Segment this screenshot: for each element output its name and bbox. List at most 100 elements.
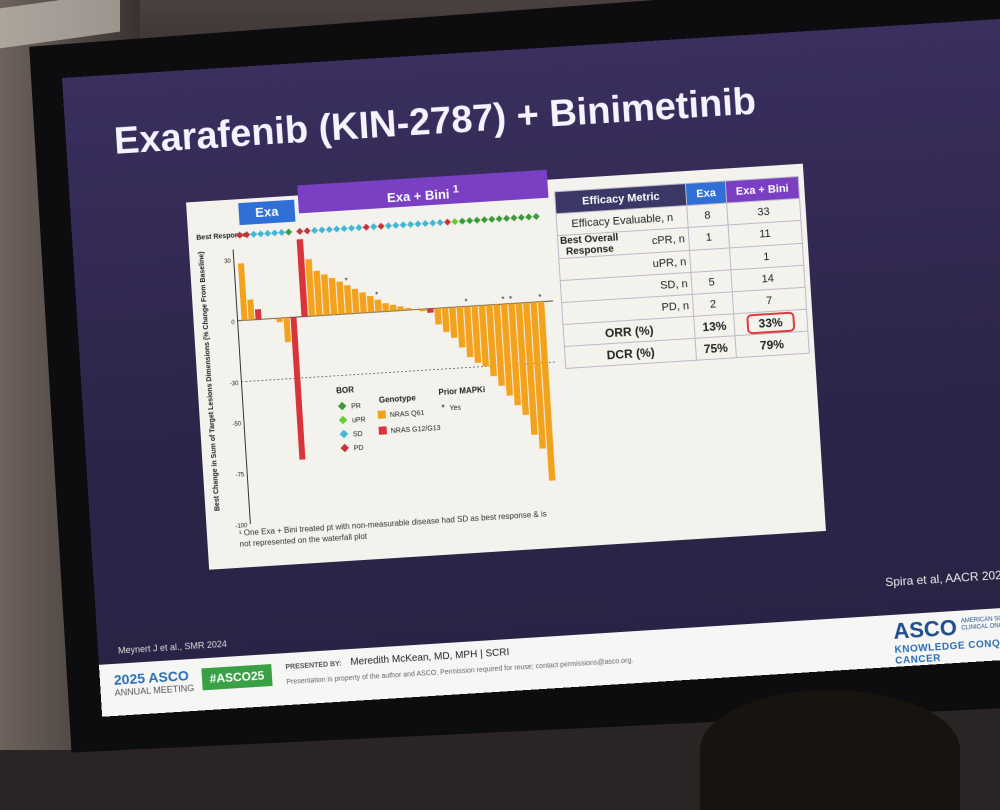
exa-bini-bar — [359, 292, 367, 314]
exa-bini-bor-marker — [333, 225, 341, 233]
legend-bor-diamond — [339, 429, 349, 439]
legend-mapki-title: Prior MAPKi — [438, 385, 485, 397]
exa-bini-bar — [296, 239, 308, 317]
exa-bini-bar — [449, 307, 458, 338]
exa-bini-bar — [537, 301, 556, 481]
hashtag-badge: #ASCO25 — [201, 664, 273, 691]
legend-bor-diamond — [340, 443, 350, 453]
legend-g12-swatch — [378, 426, 388, 435]
exa-bar — [290, 317, 306, 460]
exa-bini-bar — [366, 295, 375, 313]
legend-bor-label: uPR — [352, 417, 366, 425]
exa-bini-bor-marker — [443, 218, 452, 226]
exa-bini-bor-marker — [436, 219, 444, 227]
asco-wordmark: ASCO — [892, 614, 958, 644]
exa-bini-bar — [351, 288, 360, 314]
exa-bini-bor-marker — [414, 220, 422, 228]
table-header-exa: Exa — [685, 181, 727, 206]
best-response-label: Best Response — [196, 232, 247, 242]
legend-bor-diamond — [337, 401, 347, 411]
exa-bini-bor-marker — [355, 224, 363, 232]
efficacy-table: Efficacy Metric Exa Exa + Bini Efficacy … — [554, 176, 810, 369]
bar-series — [237, 239, 556, 481]
exa-bini-bor-marker — [370, 223, 378, 231]
exa-bini-bar — [500, 303, 514, 396]
exa-bini-bor-marker — [296, 227, 304, 235]
exa-bini-bor-marker — [458, 217, 466, 225]
exa-bini-bor-marker — [362, 223, 370, 231]
row-upr-exa — [690, 247, 731, 273]
exa-bini-bor-marker — [503, 214, 511, 222]
exa-bor-marker — [285, 228, 293, 236]
presenter-name: Meredith McKean, MD, MPH | SCRI — [349, 647, 510, 669]
y-tick-label: -30 — [230, 381, 240, 388]
y-tick-label: -50 — [232, 422, 242, 429]
orr-bini-highlight: 33% — [746, 310, 796, 335]
exa-bini-bar — [441, 307, 450, 333]
prior-mapki-star: * — [501, 295, 505, 304]
bor-group-label: Best Overall Response — [559, 232, 619, 258]
row-cpr-label: cPR, n — [651, 233, 686, 248]
y-axis-ticks: 30 0 -30 -50 -75 -100 — [224, 249, 557, 530]
exa-bini-bar — [530, 301, 547, 449]
asco-meeting-logo: 2025 ASCO ANNUAL MEETING — [113, 667, 195, 700]
content-panel: Exa Exa + Bini 1 Best Response Best Chan… — [186, 163, 826, 570]
exa-bini-bar — [305, 258, 316, 317]
bor-markers — [236, 212, 540, 239]
exa-bar — [254, 309, 262, 320]
zero-line — [237, 300, 553, 322]
row-pd-exa: 2 — [692, 291, 734, 317]
exa-bini-bar — [374, 299, 382, 313]
waterfall-chart: Best Response Best Change in Sum of Targ… — [196, 212, 557, 530]
exa-bini-bor-marker — [429, 219, 437, 227]
y-tick-label: 0 — [231, 320, 235, 326]
legend-bor-label: SD — [353, 431, 363, 439]
exa-bini-bor-marker — [495, 215, 503, 223]
exa-bini-bor-marker — [347, 224, 356, 232]
legend-g12-label: NRAS G12/G13 — [391, 425, 441, 435]
exa-bini-bor-marker — [532, 212, 540, 221]
exa-bini-bar — [478, 305, 489, 367]
exa-bini-bar — [427, 308, 434, 313]
exa-bini-bar — [434, 307, 442, 325]
exa-bini-bor-marker — [325, 225, 333, 234]
threshold-line — [241, 361, 557, 383]
exa-bor-marker — [236, 231, 244, 239]
prior-mapki-star: * — [344, 276, 348, 285]
exa-bini-bor-marker — [421, 219, 429, 228]
exa-bini-bar — [508, 303, 522, 406]
exa-bini-bor-marker — [510, 214, 518, 222]
exa-bar — [237, 263, 248, 321]
exa-bini-bar — [321, 274, 331, 316]
row-sd-exa: 5 — [691, 269, 732, 295]
prior-mapki-star: * — [464, 297, 468, 306]
exa-bini-bar — [412, 309, 419, 311]
exa-bini-bor-marker — [303, 227, 311, 235]
prior-mapki-star: * — [509, 294, 513, 303]
exa-bor-marker — [257, 230, 265, 238]
exa-bini-bar — [404, 307, 412, 311]
exa-bar — [247, 299, 255, 321]
row-evaluable-exa: 8 — [687, 203, 728, 228]
exa-bor-marker — [250, 230, 258, 238]
legend-bor-items: PR uPR SD PD — [337, 401, 366, 453]
presented-by-label: PRESENTED BY: — [285, 660, 342, 672]
exa-bini-bor-marker — [311, 226, 319, 234]
exa-bini-bor-marker — [517, 213, 525, 221]
exa-bini-bor-marker — [377, 222, 385, 230]
legend-bor-label: PD — [354, 445, 364, 453]
asco-society-name: AMERICAN SOCIETY OF CLINICAL ONCOLOGY — [960, 614, 1000, 632]
prior-mapki-star: * — [375, 291, 379, 300]
exa-bini-bor-marker — [399, 221, 407, 229]
exa-bini-bor-marker — [318, 226, 326, 234]
y-tick-label: -75 — [235, 472, 245, 479]
row-orr-exa: 13% — [694, 313, 735, 339]
row-dcr-bini: 79% — [734, 331, 810, 358]
exa-bini-bar — [456, 306, 466, 348]
exa-bini-bor-marker — [340, 225, 348, 233]
row-cpr-exa: 1 — [688, 224, 730, 251]
exa-bor-marker — [264, 229, 272, 237]
y-tick-label: 30 — [224, 259, 232, 265]
exa-bini-bar — [336, 281, 345, 315]
exa-bini-bar — [328, 277, 338, 315]
